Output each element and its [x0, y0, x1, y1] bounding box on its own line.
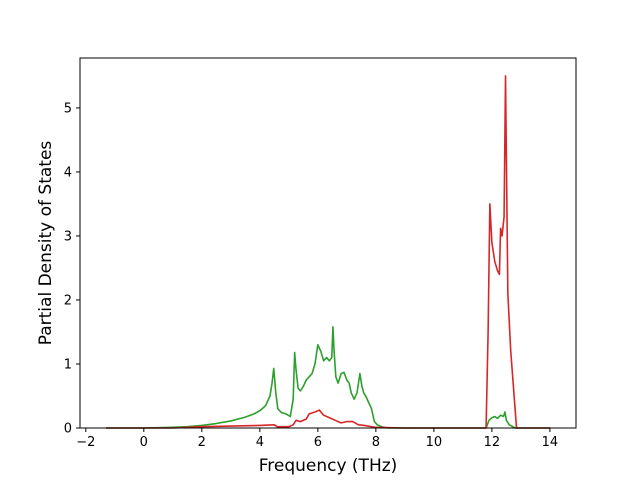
x-tick-label: 2	[198, 435, 206, 450]
plot-frame	[79, 57, 577, 429]
x-tick-label: 8	[372, 435, 380, 450]
x-tick-label: −2	[76, 435, 95, 450]
y-tick-label: 2	[64, 293, 72, 308]
y-tick-label: 4	[64, 165, 72, 180]
x-tick-label: 12	[484, 435, 501, 450]
y-axis-label: Partial Density of States	[36, 141, 56, 346]
x-tick-label: 0	[140, 435, 148, 450]
series-line-2	[106, 75, 550, 429]
x-tick-label: 10	[426, 435, 443, 450]
x-tick-label: 14	[542, 435, 559, 450]
y-tick-label: 3	[64, 229, 72, 244]
plot-area	[80, 58, 576, 428]
y-tick-label: 5	[64, 101, 72, 116]
y-tick-label: 1	[64, 357, 72, 372]
x-tick-label: 4	[256, 435, 264, 450]
y-tick-label: 0	[64, 422, 72, 437]
y-axis-ticks: 0 1 2 3 4 5	[64, 101, 80, 437]
x-axis-ticks: −2 0 2 4 6 8 10 12 14	[76, 428, 558, 450]
x-tick-label: 6	[314, 435, 322, 450]
x-axis-label: Frequency (THz)	[259, 456, 398, 476]
